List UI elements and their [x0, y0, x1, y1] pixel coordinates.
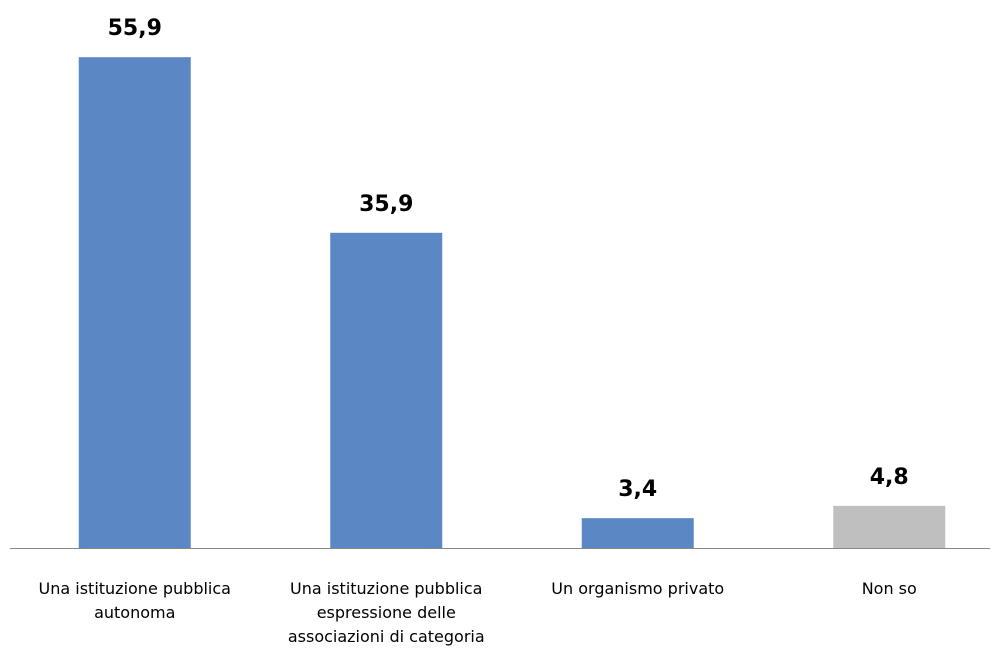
bar	[78, 57, 191, 549]
bar	[330, 232, 443, 548]
x-tick-label: Non so	[862, 579, 917, 598]
x-tick-label: Una istituzione pubblica autonoma	[39, 579, 231, 622]
bar	[833, 505, 946, 548]
x-tick-label: Una istituzione pubblica espressione dell…	[288, 579, 485, 646]
bar	[581, 518, 694, 548]
value-label: 55,9	[108, 16, 162, 41]
value-label: 4,8	[870, 465, 909, 490]
value-label: 3,4	[618, 477, 657, 502]
x-tick-label: Un organismo privato	[551, 579, 724, 598]
value-label: 35,9	[359, 192, 413, 217]
